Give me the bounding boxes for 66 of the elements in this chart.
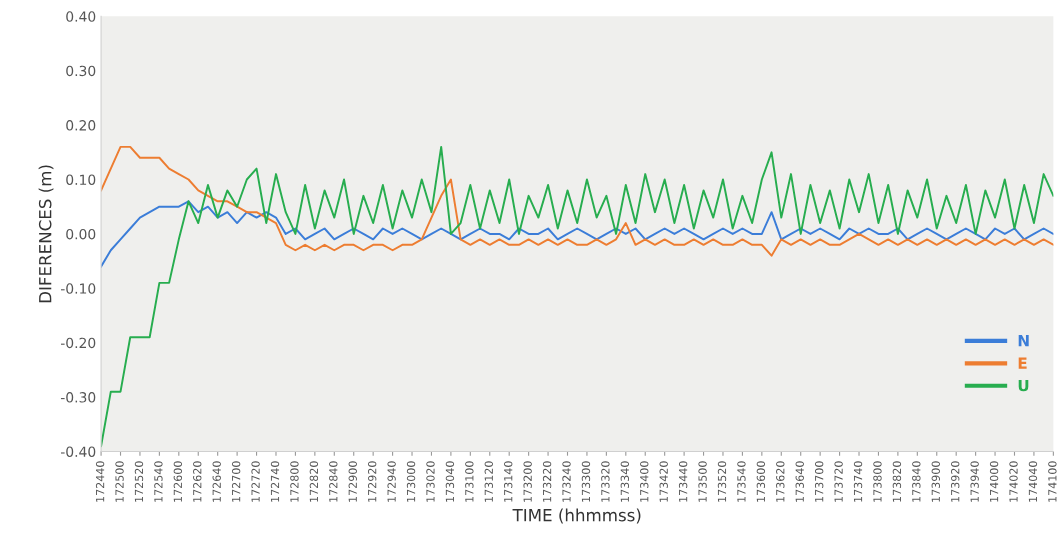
x-tick-label: 172540 xyxy=(154,461,163,502)
x-axis-title: TIME (hhmmss) xyxy=(512,508,641,524)
legend-label: N xyxy=(1018,335,1029,347)
x-tick-label: 173820 xyxy=(892,461,902,502)
x-tick-label: 173240 xyxy=(562,461,571,502)
line-series xyxy=(101,200,1054,268)
x-tick-label: 173600 xyxy=(756,461,766,502)
y-tick-label: 0.00 xyxy=(66,228,96,240)
x-tick-label: 173500 xyxy=(698,461,707,502)
x-tick-label: 173440 xyxy=(678,461,688,502)
x-tick-label: 173200 xyxy=(523,461,532,502)
x-tick-label: 173640 xyxy=(795,461,804,502)
x-tick-label: 172440 xyxy=(95,461,105,502)
x-tick-label: 172740 xyxy=(270,461,280,502)
x-tick-label: 172720 xyxy=(251,461,260,502)
x-tick-label: 172800 xyxy=(290,461,299,502)
x-tick-label: 173420 xyxy=(659,461,668,502)
x-tick-label: 173520 xyxy=(717,461,727,502)
x-tick-label: 173100 xyxy=(465,461,474,502)
x-tick-label: 173120 xyxy=(484,461,493,502)
y-tick-label: 0.30 xyxy=(66,65,96,77)
x-tick-label: 172600 xyxy=(173,461,183,502)
x-tick-label: 172940 xyxy=(387,461,396,502)
x-tick-label: 174020 xyxy=(1009,461,1018,502)
y-tick-label: 0.10 xyxy=(66,174,96,185)
legend-label: E xyxy=(1018,357,1027,369)
y-axis-title: DIFERENCES (m) xyxy=(38,165,54,303)
x-tick-label: 173220 xyxy=(542,461,552,502)
x-tick-label: 172620 xyxy=(193,461,202,502)
legend-label: U xyxy=(1018,379,1029,392)
x-tick-label: 173000 xyxy=(406,461,416,502)
x-tick-label: 172520 xyxy=(134,461,144,502)
x-tick-label: 172640 xyxy=(212,461,221,502)
y-tick-label: -0.30 xyxy=(60,392,96,403)
line-series xyxy=(101,145,1054,257)
x-tick-label: 173300 xyxy=(581,461,591,502)
y-tick-label: 0.20 xyxy=(66,120,96,131)
x-tick-label: 173920 xyxy=(951,461,960,502)
y-tick-label: -0.10 xyxy=(60,283,96,294)
x-tick-label: 173040 xyxy=(445,461,455,502)
x-tick-label: 173540 xyxy=(737,461,746,502)
y-tick-label: -0.20 xyxy=(60,337,96,349)
x-tick-label: 173400 xyxy=(640,461,649,502)
x-tick-label: 173320 xyxy=(601,461,610,502)
x-tick-label: 174000 xyxy=(989,461,999,502)
x-tick-label: 172500 xyxy=(115,461,124,502)
y-tick-label: 0.40 xyxy=(66,11,96,22)
x-tick-label: 172820 xyxy=(309,461,319,502)
x-tick-label: 173840 xyxy=(912,461,921,502)
y-tick-label: -0.40 xyxy=(60,446,96,457)
x-tick-label: 172700 xyxy=(231,461,241,502)
x-tick-label: 173700 xyxy=(814,461,824,502)
x-tick-label: 173140 xyxy=(504,461,513,502)
x-tick-label: 173940 xyxy=(970,461,979,502)
x-tick-label: 173340 xyxy=(620,461,630,502)
x-tick-label: 173800 xyxy=(873,461,882,502)
x-tick-label: 173020 xyxy=(426,461,435,502)
x-tick-label: 172900 xyxy=(348,461,357,502)
x-tick-label: 174040 xyxy=(1028,461,1038,502)
x-tick-label: 173720 xyxy=(834,461,843,502)
x-tick-label: 173620 xyxy=(776,461,785,502)
x-tick-label: 173900 xyxy=(931,461,940,502)
x-tick-label: 172920 xyxy=(367,461,377,502)
x-tick-label: 172840 xyxy=(329,461,338,502)
x-tick-label: 174100 xyxy=(1048,461,1057,502)
x-tick-label: 173740 xyxy=(853,461,863,502)
